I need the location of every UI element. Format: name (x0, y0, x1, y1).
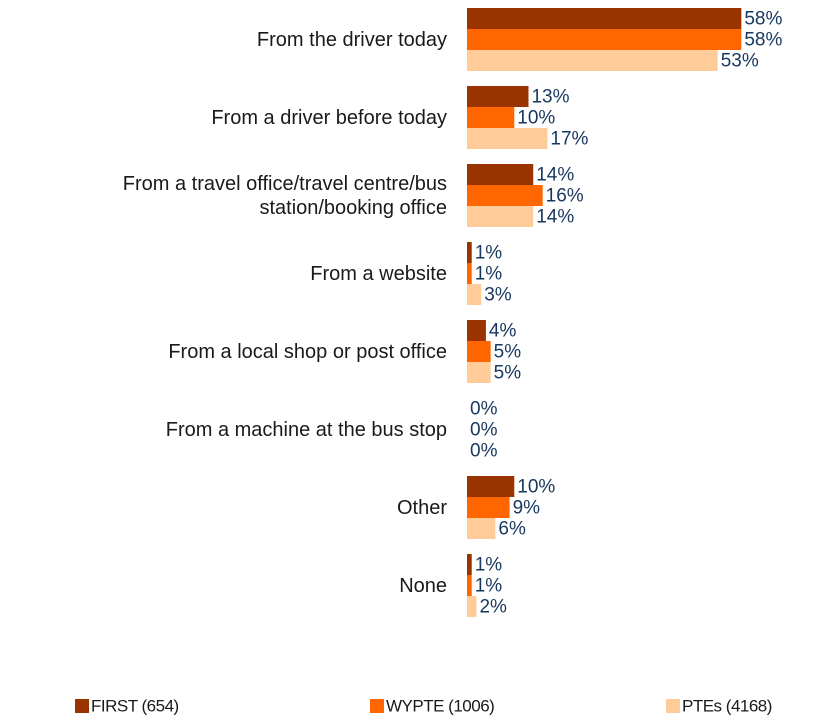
legend-swatch (75, 699, 89, 713)
value-label: 10% (517, 477, 555, 498)
category-label: Other (396, 496, 447, 519)
value-label: 5% (494, 363, 522, 384)
category-label: From a website (310, 262, 447, 285)
bar (467, 575, 472, 596)
bar (467, 476, 515, 497)
value-label: 14% (536, 207, 574, 228)
bar (467, 164, 534, 185)
value-label: 17% (550, 129, 588, 150)
bar (467, 341, 491, 362)
legend-swatch (666, 699, 680, 713)
bar (467, 596, 477, 617)
value-label: 58% (744, 30, 782, 51)
bar (467, 284, 482, 305)
category-label: From the driver today (256, 28, 447, 51)
value-label: 1% (475, 264, 503, 285)
value-label: 10% (517, 108, 555, 129)
bar (467, 242, 472, 263)
value-label: 1% (475, 576, 503, 597)
value-label: 5% (494, 342, 522, 363)
bar (467, 128, 548, 149)
category-label: From a driver before today (211, 106, 447, 129)
value-label: 58% (744, 9, 782, 30)
category-label: From a travel office/travel centre/bus s… (122, 172, 447, 219)
value-label: 14% (536, 165, 574, 186)
category-label: From a local shop or post office (168, 340, 447, 363)
value-label: 2% (479, 597, 507, 618)
bar (467, 497, 510, 518)
bar (467, 86, 529, 107)
legend-swatch (370, 699, 384, 713)
legend-label: PTEs (4168) (682, 696, 772, 715)
bar (467, 185, 543, 206)
value-label: 0% (470, 420, 498, 441)
bar (467, 554, 472, 575)
value-label: 0% (470, 399, 498, 420)
category-label: None (399, 574, 447, 597)
bar (467, 8, 742, 29)
value-label: 1% (475, 555, 503, 576)
bar (467, 107, 515, 128)
bar (467, 206, 534, 227)
bar (467, 362, 491, 383)
legend-label: WYPTE (1006) (386, 696, 494, 715)
category-label: From a machine at the bus stop (165, 418, 447, 441)
legend-label: FIRST (654) (91, 696, 179, 715)
value-label: 13% (531, 87, 569, 108)
bar (467, 320, 486, 341)
value-label: 0% (470, 441, 498, 462)
bar (467, 263, 472, 284)
bar (467, 29, 742, 50)
bar (467, 518, 496, 539)
value-label: 3% (484, 285, 512, 306)
value-label: 16% (546, 186, 584, 207)
value-label: 4% (489, 321, 517, 342)
value-label: 9% (513, 498, 541, 519)
value-label: 6% (498, 519, 526, 540)
value-label: 53% (721, 51, 759, 72)
value-label: 1% (475, 243, 503, 264)
bar (467, 50, 718, 71)
